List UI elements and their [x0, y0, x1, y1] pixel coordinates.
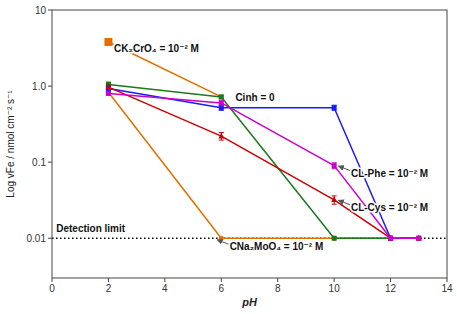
- data-point: [219, 105, 224, 110]
- annotation-arrow: [217, 240, 229, 245]
- series-line: [108, 92, 418, 238]
- data-point: [388, 236, 393, 241]
- plot-area: [52, 38, 447, 241]
- data-point: [388, 236, 393, 241]
- data-point: [332, 105, 337, 110]
- data-point: [218, 133, 224, 139]
- x-tick: [108, 278, 109, 282]
- annotation: CL-Cys = 10⁻² M: [351, 202, 428, 213]
- x-tick-label: 10: [329, 283, 341, 294]
- data-point: [416, 236, 421, 241]
- data-point: [332, 236, 337, 241]
- data-point: [416, 236, 421, 241]
- error-bar: [332, 163, 337, 169]
- y-tick-label: 10: [35, 5, 47, 16]
- x-tick: [221, 278, 222, 282]
- annotation-arrow: [338, 166, 350, 171]
- y-tick-label: 0.01: [27, 233, 47, 244]
- series-line: [108, 42, 221, 97]
- annotation-arrow: [338, 200, 350, 205]
- error-bar: [219, 101, 224, 105]
- error-bar-cap: [332, 195, 337, 196]
- y-tick: [48, 162, 52, 163]
- x-tick-label: 6: [219, 283, 225, 294]
- data-point: [106, 84, 112, 90]
- error-bar-cap: [332, 168, 337, 169]
- error-bar: [106, 92, 111, 95]
- x-tick-label: 8: [275, 283, 281, 294]
- series-line: [108, 84, 418, 238]
- y-tick: [48, 86, 52, 87]
- data-point: [332, 236, 337, 241]
- series-line: [108, 87, 418, 238]
- y-tick-label: 1.0: [32, 81, 46, 92]
- data-point: [388, 236, 393, 241]
- y-tick: [48, 10, 52, 11]
- x-tick: [164, 278, 165, 282]
- x-tick: [52, 278, 53, 282]
- data-point: [332, 163, 337, 168]
- error-bar: [219, 133, 224, 141]
- error-bar: [219, 95, 224, 99]
- x-tick: [390, 278, 391, 282]
- plot-background: [52, 10, 447, 278]
- x-tick-label: 4: [162, 283, 168, 294]
- y-axis-label: Log vFe / nmol cm⁻² s⁻¹: [5, 90, 16, 198]
- data-point: [219, 94, 224, 99]
- x-axis-label: pH: [241, 296, 258, 308]
- error-bar: [332, 105, 337, 110]
- data-point: [219, 236, 224, 241]
- annotation: CL-Phe = 10⁻² M: [351, 168, 428, 179]
- annotations: CK₂CrO₄ = 10⁻² M Cinh = 0 Detection limit C…: [56, 43, 428, 252]
- data-point: [331, 196, 337, 202]
- annotation: Detection limit: [56, 223, 126, 234]
- x-tick-label: 2: [106, 283, 112, 294]
- x-tick: [447, 278, 448, 282]
- error-bar: [219, 105, 224, 110]
- plot-frame: [52, 10, 447, 278]
- annotation: CK₂CrO₄ = 10⁻² M: [114, 43, 199, 54]
- series-line: [108, 93, 418, 238]
- y-tick: [48, 238, 52, 239]
- x-tick-label: 12: [385, 283, 397, 294]
- annotation: Cinh = 0: [235, 92, 275, 103]
- data-point: [388, 236, 393, 241]
- chart: 0 2 4 6 8 10 12 14 0.01 0.1 1.0 10 pH Log vFe / nmol …: [0, 0, 457, 314]
- data-point: [104, 38, 112, 46]
- y-tick-label: 0.1: [32, 157, 46, 168]
- error-bar: [332, 196, 337, 204]
- x-tick: [277, 278, 278, 282]
- x-tick: [334, 278, 335, 282]
- error-bar-cap: [332, 204, 337, 205]
- data-point: [416, 235, 422, 241]
- data-point: [416, 236, 421, 241]
- x-tick-label: 14: [441, 283, 453, 294]
- error-bar-cap: [219, 140, 224, 141]
- data-point: [219, 100, 224, 105]
- annotation: CNa₂MoO₄ = 10⁻² M: [230, 241, 324, 252]
- x-tick-label: 0: [49, 283, 55, 294]
- series-line: [108, 88, 390, 238]
- data-point: [106, 91, 111, 96]
